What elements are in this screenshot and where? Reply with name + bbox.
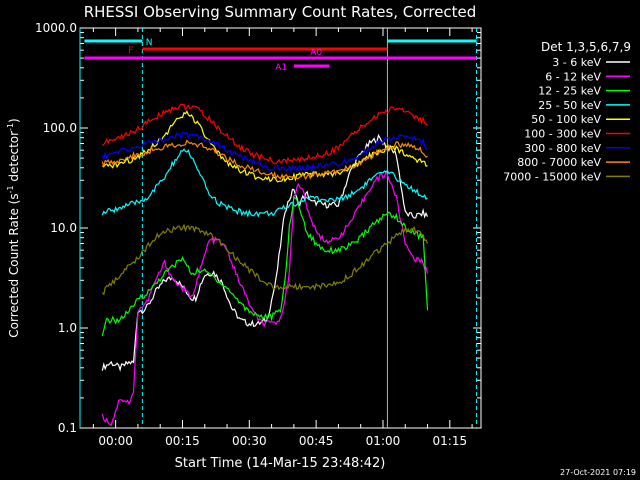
legend-label: 100 - 300 keV [524,128,601,141]
legend-label: 7000 - 15000 keV [503,170,601,183]
flag-label: A0 [310,48,322,58]
x-tick-label: 01:15 [433,434,468,448]
footer-timestamp: 27-Oct-2021 07:19 [560,468,636,477]
y-label-sup-1: -1 [6,185,15,193]
series-line [101,133,429,372]
y-tick-label: 1.0 [58,321,77,335]
series-line [101,196,429,336]
x-tick-label: 01:00 [366,434,401,448]
y-label-mid: detector [7,131,21,186]
y-axis-label: Corrected Count Rate (s-1 detector-1) [6,118,21,337]
x-tick-label: 00:15 [165,434,200,448]
x-axis-label: Start Time (14-Mar-15 23:48:42) [175,456,386,471]
flag-label: N [146,38,153,48]
flag-bars-layer: N F A0 A1 [84,38,477,73]
x-tick-label: 00:45 [299,434,334,448]
legend-label: 50 - 100 keV [531,113,601,126]
flag-label: A1 [275,63,287,73]
x-tick-label: 00:00 [98,434,133,448]
y-tick-label: 1000.0 [35,21,77,35]
legend-label: 3 - 6 keV [552,56,601,69]
flag-label: F [128,46,133,56]
y-tick-label: 100.0 [43,121,77,135]
series-line [101,131,428,174]
legend-label: 12 - 25 keV [538,85,601,98]
y-tick-label: 10.0 [50,221,77,235]
legend-title: Det 1,3,5,6,7,9 [541,40,631,54]
series-line [101,223,429,296]
y-tick-label: 0.1 [58,421,77,435]
series-line [101,170,429,427]
x-tick-label: 00:30 [232,434,267,448]
plot-frame [79,27,482,429]
vertical-lines-layer [79,28,478,428]
series-layer [101,103,429,427]
series-line [101,148,428,218]
tick-layer: 1000.0 100.0 10.0 1.0 0.1 00:00 00:15 00:30 00:4… [35,21,481,448]
legend-label: 800 - 7000 keV [517,156,601,169]
chart-title: RHESSI Observing Summary Count Rates, Co… [84,3,477,21]
legend-label: 25 - 50 keV [538,99,601,112]
y-label-main: Corrected Count Rate (s [7,193,21,337]
y-label-sup-2: -1 [6,123,15,131]
series-line [101,139,428,181]
y-label-end: ) [7,118,21,123]
series-line [101,103,428,165]
series-line [102,110,428,183]
legend-label: 300 - 800 keV [524,142,601,155]
legend-label: 6 - 12 keV [545,70,601,83]
